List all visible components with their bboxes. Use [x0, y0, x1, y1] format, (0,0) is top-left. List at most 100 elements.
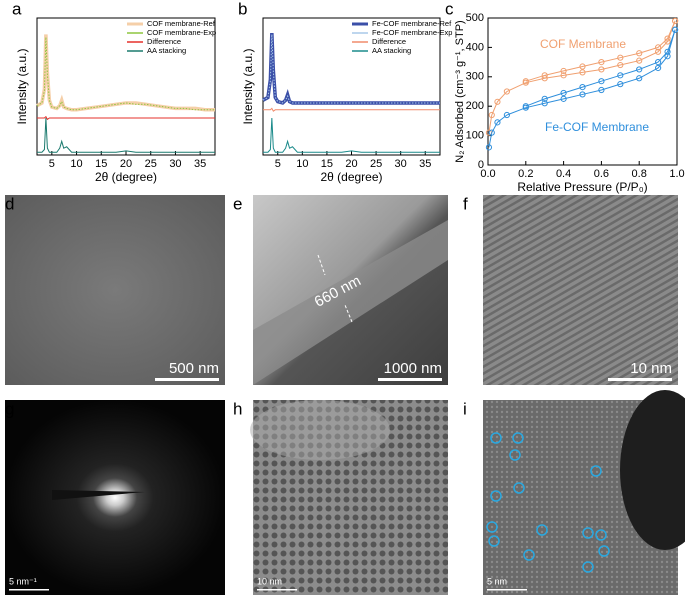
legend-label: COF membrane-Exp — [147, 28, 216, 37]
panel-label: i — [463, 399, 467, 418]
x-tick-label: 25 — [145, 158, 157, 170]
legend-label: Fe-COF membrane-Ref — [372, 19, 452, 28]
data-point — [522, 103, 529, 110]
scale-bar — [378, 378, 442, 381]
x-tick-label: 5 — [49, 158, 55, 170]
panel-label: h — [233, 399, 242, 418]
data-point — [664, 35, 671, 42]
panel-label: b — [238, 0, 247, 18]
x-tick-label: 15 — [95, 158, 107, 170]
panel-label: e — [233, 194, 242, 213]
data-point — [655, 48, 662, 55]
y-tick-label: 0 — [478, 159, 484, 171]
x-axis-label: 2θ (degree) — [320, 170, 382, 184]
data-point — [655, 59, 662, 66]
data-point — [617, 72, 624, 79]
data-point — [664, 53, 671, 60]
plot-frame — [487, 17, 678, 166]
scale-bar-label: 10 nm — [257, 576, 282, 586]
series-line — [263, 117, 440, 153]
data-point — [560, 95, 567, 102]
image-f — [483, 195, 678, 385]
data-point — [598, 59, 605, 66]
data-point — [636, 50, 643, 57]
data-point — [503, 88, 510, 95]
scale-bar-label: 10 nm — [630, 360, 672, 377]
data-point — [672, 26, 679, 33]
series-line — [263, 107, 440, 112]
y-tick-label: 400 — [466, 41, 484, 53]
x-tick-label: 0.0 — [480, 168, 495, 180]
data-point — [636, 66, 643, 73]
data-point — [541, 72, 548, 79]
series-line — [525, 29, 676, 107]
data-point — [655, 64, 662, 72]
series-line — [36, 34, 215, 112]
x-tick-label: 30 — [169, 158, 181, 170]
y-axis-label: Intensity (a.u.) — [15, 48, 29, 124]
data-point — [617, 61, 624, 69]
series-line — [36, 37, 215, 111]
scale-bar — [257, 589, 297, 591]
plot-frame — [262, 17, 441, 156]
x-tick-label: 0.8 — [632, 168, 647, 180]
data-point — [560, 67, 567, 75]
x-tick-label: 30 — [395, 158, 407, 170]
legend-label: Difference — [147, 37, 181, 46]
panel-label: d — [5, 194, 14, 213]
y-axis-label: Intensity (a.u.) — [241, 48, 255, 124]
data-point — [541, 100, 548, 107]
image-g — [5, 400, 225, 595]
data-point — [617, 81, 624, 88]
legend-label: Difference — [372, 37, 406, 46]
image-i — [483, 390, 685, 595]
data-point — [664, 48, 671, 55]
series-line — [37, 117, 215, 153]
scale-bar — [155, 378, 219, 381]
x-tick-label: 35 — [194, 158, 206, 170]
data-point — [672, 17, 679, 25]
image-d — [5, 195, 225, 385]
x-tick-label: 10 — [296, 158, 308, 170]
x-tick-label: 0.4 — [556, 168, 571, 180]
y-tick-label: 100 — [466, 130, 484, 142]
data-point — [488, 129, 495, 136]
data-point — [503, 111, 510, 119]
x-tick-label: 0.6 — [594, 168, 609, 180]
x-tick-label: 5 — [275, 158, 281, 170]
data-point — [655, 44, 662, 51]
data-point — [522, 78, 529, 85]
data-point — [579, 91, 586, 98]
scale-bar — [9, 589, 49, 591]
data-point — [636, 75, 643, 82]
scale-bar-label: 5 nm — [487, 576, 507, 586]
x-tick-label: 1.0 — [669, 168, 684, 180]
legend-label: COF membrane-Ref — [147, 19, 216, 28]
data-point — [494, 119, 501, 126]
data-point — [560, 72, 567, 79]
legend-label: Fe-COF membrane-Exp — [372, 28, 452, 37]
series-line — [525, 20, 676, 82]
x-axis-label: 2θ (degree) — [95, 170, 157, 184]
x-tick-label: 15 — [321, 158, 333, 170]
panel-label: g — [5, 399, 14, 418]
legend-label: AA stacking — [147, 46, 186, 55]
data-point — [579, 63, 586, 70]
arrow — [317, 254, 326, 276]
image-e — [253, 195, 448, 385]
data-point — [598, 86, 605, 94]
arrow — [344, 304, 353, 323]
scale-bar — [487, 589, 527, 591]
scale-bar-label: 1000 nm — [384, 360, 442, 377]
x-tick-label: 10 — [70, 158, 82, 170]
y-axis-label: N₂ Adsorbed (cm⁻³ g⁻¹, STP) — [454, 20, 466, 162]
data-point — [598, 78, 605, 85]
x-tick-label: 0.2 — [518, 168, 533, 180]
data-point — [488, 111, 495, 119]
plot-frame — [36, 17, 216, 156]
series-line — [37, 115, 215, 121]
image-h — [250, 400, 448, 595]
data-point — [617, 54, 624, 61]
x-tick-label: 20 — [120, 158, 132, 170]
panel-label: f — [463, 194, 468, 213]
